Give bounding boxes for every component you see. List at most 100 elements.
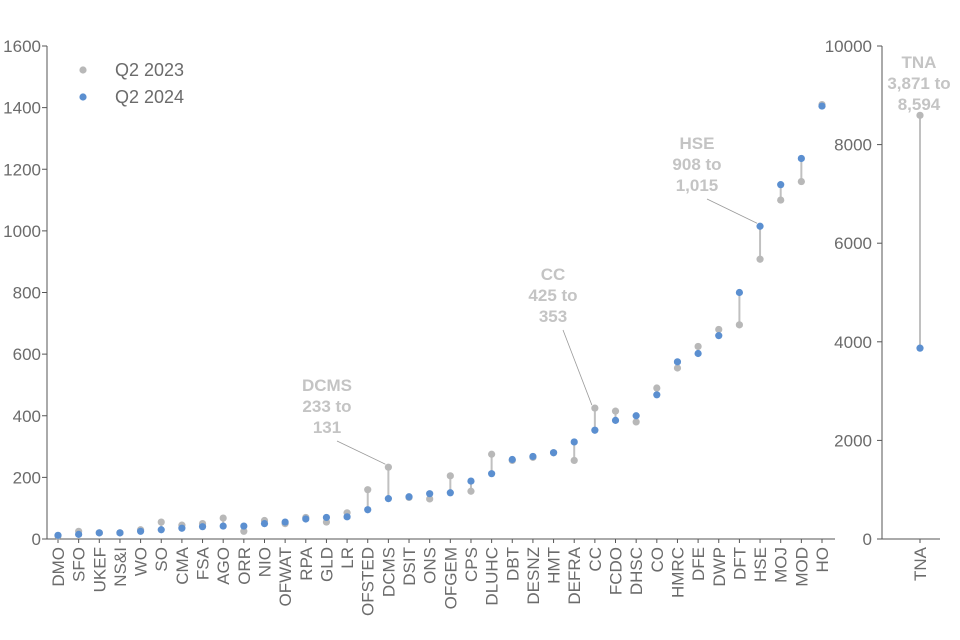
annotation-hse-line-1: HSE	[680, 134, 715, 153]
annotation-leader-dcms	[336, 440, 386, 465]
annotation-tna-line-3: 8,594	[898, 95, 941, 114]
x-label-dfe: DFE	[689, 547, 708, 581]
x-label-dsit: DSIT	[400, 547, 419, 586]
x-label-desnz: DESNZ	[524, 547, 543, 605]
point-q2-2024-hse	[756, 222, 764, 230]
x-label-hmrc: HMRC	[668, 547, 687, 598]
legend-marker-q2-2023	[79, 66, 87, 74]
point-q2-2024-ns-i	[116, 529, 124, 537]
x-label-wo: WO	[132, 547, 151, 576]
annotation-cc-line-1: CC	[541, 265, 566, 284]
point-q2-2023-so	[157, 518, 165, 526]
x-label-dmo: DMO	[49, 547, 68, 587]
annotation-hse-line-3: 1,015	[676, 176, 719, 195]
point-q2-2024-ofsted	[364, 506, 372, 514]
left-y-tick-label-400: 400	[13, 407, 41, 426]
x-label-ns-i: NS&I	[111, 547, 130, 587]
x-label-dbt: DBT	[503, 547, 522, 581]
right-y-tick-label-10000: 10000	[825, 37, 872, 56]
point-q2-2024-dbt	[508, 455, 516, 464]
x-label-so: SO	[152, 547, 171, 572]
point-q2-2024-dmo	[54, 531, 62, 539]
point-q2-2023-dluhc	[488, 450, 496, 458]
x-label-ago: AGO	[214, 547, 233, 585]
legend-label-q2-2023: Q2 2023	[115, 60, 184, 80]
left-y-tick-label-0: 0	[32, 530, 41, 549]
x-label-cma: CMA	[173, 546, 192, 584]
right-y-tick-label-2000: 2000	[834, 431, 872, 450]
x-label-co: CO	[648, 547, 667, 573]
x-label-fsa: FSA	[194, 546, 213, 580]
point-q2-2024-wo	[136, 527, 145, 535]
point-q2-2024-fcdo	[611, 416, 620, 424]
x-label-dwp: DWP	[710, 547, 729, 587]
x-label-defra: DEFRA	[565, 546, 584, 604]
point-q2-2023-dhsc	[632, 418, 640, 426]
left-y-tick-label-200: 200	[13, 468, 41, 487]
annotation-cc-line-2: 425 to	[528, 286, 577, 305]
x-label-hse: HSE	[751, 547, 770, 582]
point-q2-2023-dft	[735, 321, 744, 329]
point-q2-2024-cc	[591, 426, 599, 434]
point-q2-2023-co	[653, 384, 661, 392]
point-q2-2024-tna	[916, 344, 924, 352]
x-label-dhsc: DHSC	[627, 547, 646, 595]
x-label-orr: ORR	[235, 547, 254, 585]
left-y-tick-label-1400: 1400	[3, 99, 41, 118]
point-q2-2024-lr	[343, 513, 351, 521]
point-q2-2023-defra	[570, 456, 578, 465]
annotation-dcms-line-3: 131	[313, 418, 341, 437]
point-q2-2023-orr	[240, 527, 248, 535]
point-q2-2024-ho	[818, 102, 826, 110]
annotation-hse-line-2: 908 to	[672, 155, 721, 174]
point-q2-2024-fsa	[198, 523, 207, 531]
x-label-dft: DFT	[730, 547, 749, 580]
point-q2-2024-dfe	[694, 349, 702, 358]
point-q2-2024-ofwat	[281, 518, 289, 526]
annotation-tna-line-1: TNA	[902, 53, 937, 72]
x-label-nio: NIO	[255, 547, 274, 577]
right-y-tick-label-6000: 6000	[834, 234, 872, 253]
point-q2-2023-dfe	[694, 342, 702, 351]
x-label-ofwat: OFWAT	[276, 547, 295, 606]
point-q2-2024-so	[157, 526, 165, 534]
point-q2-2024-ukef	[95, 529, 103, 537]
x-label-fcdo: FCDO	[607, 547, 626, 595]
point-q2-2024-nio	[260, 519, 269, 528]
point-q2-2024-orr	[240, 522, 248, 530]
x-label-mod: MOD	[792, 547, 811, 587]
point-q2-2024-dft	[735, 288, 744, 297]
x-label-ukef: UKEF	[90, 547, 109, 592]
x-label-gld: GLD	[317, 547, 336, 582]
point-q2-2023-tna	[916, 111, 924, 119]
x-label-ho: HO	[813, 547, 832, 573]
x-label-moj: MOJ	[772, 547, 791, 583]
point-q2-2023-cc	[591, 404, 599, 412]
point-q2-2023-ago	[219, 514, 227, 522]
annotation-dcms-line-1: DCMS	[302, 376, 352, 395]
legend-label-q2-2024: Q2 2024	[115, 87, 184, 107]
point-q2-2024-defra	[570, 438, 578, 446]
point-q2-2024-ons	[426, 490, 434, 498]
point-q2-2024-cma	[178, 524, 186, 532]
x-label-lr: LR	[338, 547, 357, 569]
x-label-rpa: RPA	[297, 546, 316, 580]
left-y-tick-label-600: 600	[13, 345, 41, 364]
point-q2-2024-dsit	[405, 493, 413, 501]
right-y-tick-label-8000: 8000	[834, 136, 872, 155]
point-q2-2024-rpa	[302, 515, 310, 523]
x-label-sfo: SFO	[70, 547, 89, 582]
point-q2-2024-gld	[322, 513, 331, 522]
point-q2-2024-dwp	[715, 332, 723, 340]
point-q2-2024-mod	[797, 154, 805, 163]
point-q2-2023-mod	[797, 177, 805, 186]
point-q2-2024-desnz	[529, 452, 537, 461]
right-y-tick-label-4000: 4000	[834, 333, 872, 352]
annotation-leader-hse	[706, 198, 758, 224]
point-q2-2023-cps	[467, 487, 475, 495]
point-q2-2024-dhsc	[632, 412, 640, 420]
annotation-leader-cc	[562, 329, 593, 406]
legend-marker-q2-2024	[79, 93, 87, 101]
